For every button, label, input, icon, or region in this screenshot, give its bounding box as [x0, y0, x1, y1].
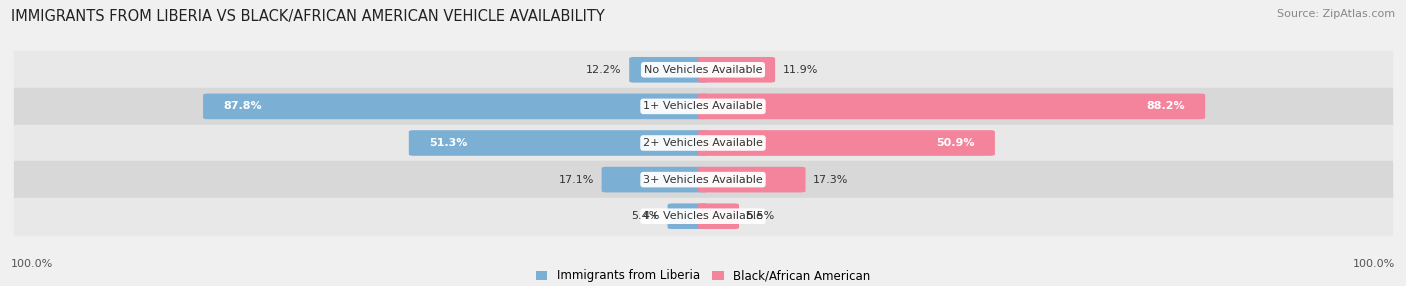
- Bar: [14, 88, 1392, 125]
- Text: 100.0%: 100.0%: [11, 259, 53, 269]
- Bar: [14, 198, 1392, 235]
- FancyBboxPatch shape: [697, 94, 1205, 119]
- FancyBboxPatch shape: [668, 203, 709, 229]
- Text: 11.9%: 11.9%: [783, 65, 818, 75]
- Text: 88.2%: 88.2%: [1146, 102, 1185, 111]
- FancyBboxPatch shape: [202, 94, 709, 119]
- Text: IMMIGRANTS FROM LIBERIA VS BLACK/AFRICAN AMERICAN VEHICLE AVAILABILITY: IMMIGRANTS FROM LIBERIA VS BLACK/AFRICAN…: [11, 9, 605, 23]
- Text: 50.9%: 50.9%: [936, 138, 974, 148]
- FancyBboxPatch shape: [630, 57, 709, 83]
- Text: 100.0%: 100.0%: [1353, 259, 1395, 269]
- Text: 5.4%: 5.4%: [631, 211, 659, 221]
- Bar: [14, 51, 1392, 88]
- FancyBboxPatch shape: [697, 57, 775, 83]
- FancyBboxPatch shape: [602, 167, 709, 192]
- Text: 1+ Vehicles Available: 1+ Vehicles Available: [643, 102, 763, 111]
- Text: 51.3%: 51.3%: [429, 138, 467, 148]
- Text: No Vehicles Available: No Vehicles Available: [644, 65, 762, 75]
- Bar: [14, 125, 1392, 161]
- Text: 2+ Vehicles Available: 2+ Vehicles Available: [643, 138, 763, 148]
- FancyBboxPatch shape: [697, 167, 806, 192]
- FancyBboxPatch shape: [409, 130, 709, 156]
- Text: Source: ZipAtlas.com: Source: ZipAtlas.com: [1277, 9, 1395, 19]
- Text: 4+ Vehicles Available: 4+ Vehicles Available: [643, 211, 763, 221]
- FancyBboxPatch shape: [697, 203, 740, 229]
- Text: 17.1%: 17.1%: [558, 175, 595, 184]
- Legend: Immigrants from Liberia, Black/African American: Immigrants from Liberia, Black/African A…: [531, 265, 875, 286]
- Text: 5.5%: 5.5%: [747, 211, 775, 221]
- FancyBboxPatch shape: [697, 130, 995, 156]
- Text: 3+ Vehicles Available: 3+ Vehicles Available: [643, 175, 763, 184]
- Text: 17.3%: 17.3%: [813, 175, 848, 184]
- Text: 87.8%: 87.8%: [224, 102, 262, 111]
- Bar: [14, 161, 1392, 198]
- Text: 12.2%: 12.2%: [586, 65, 621, 75]
